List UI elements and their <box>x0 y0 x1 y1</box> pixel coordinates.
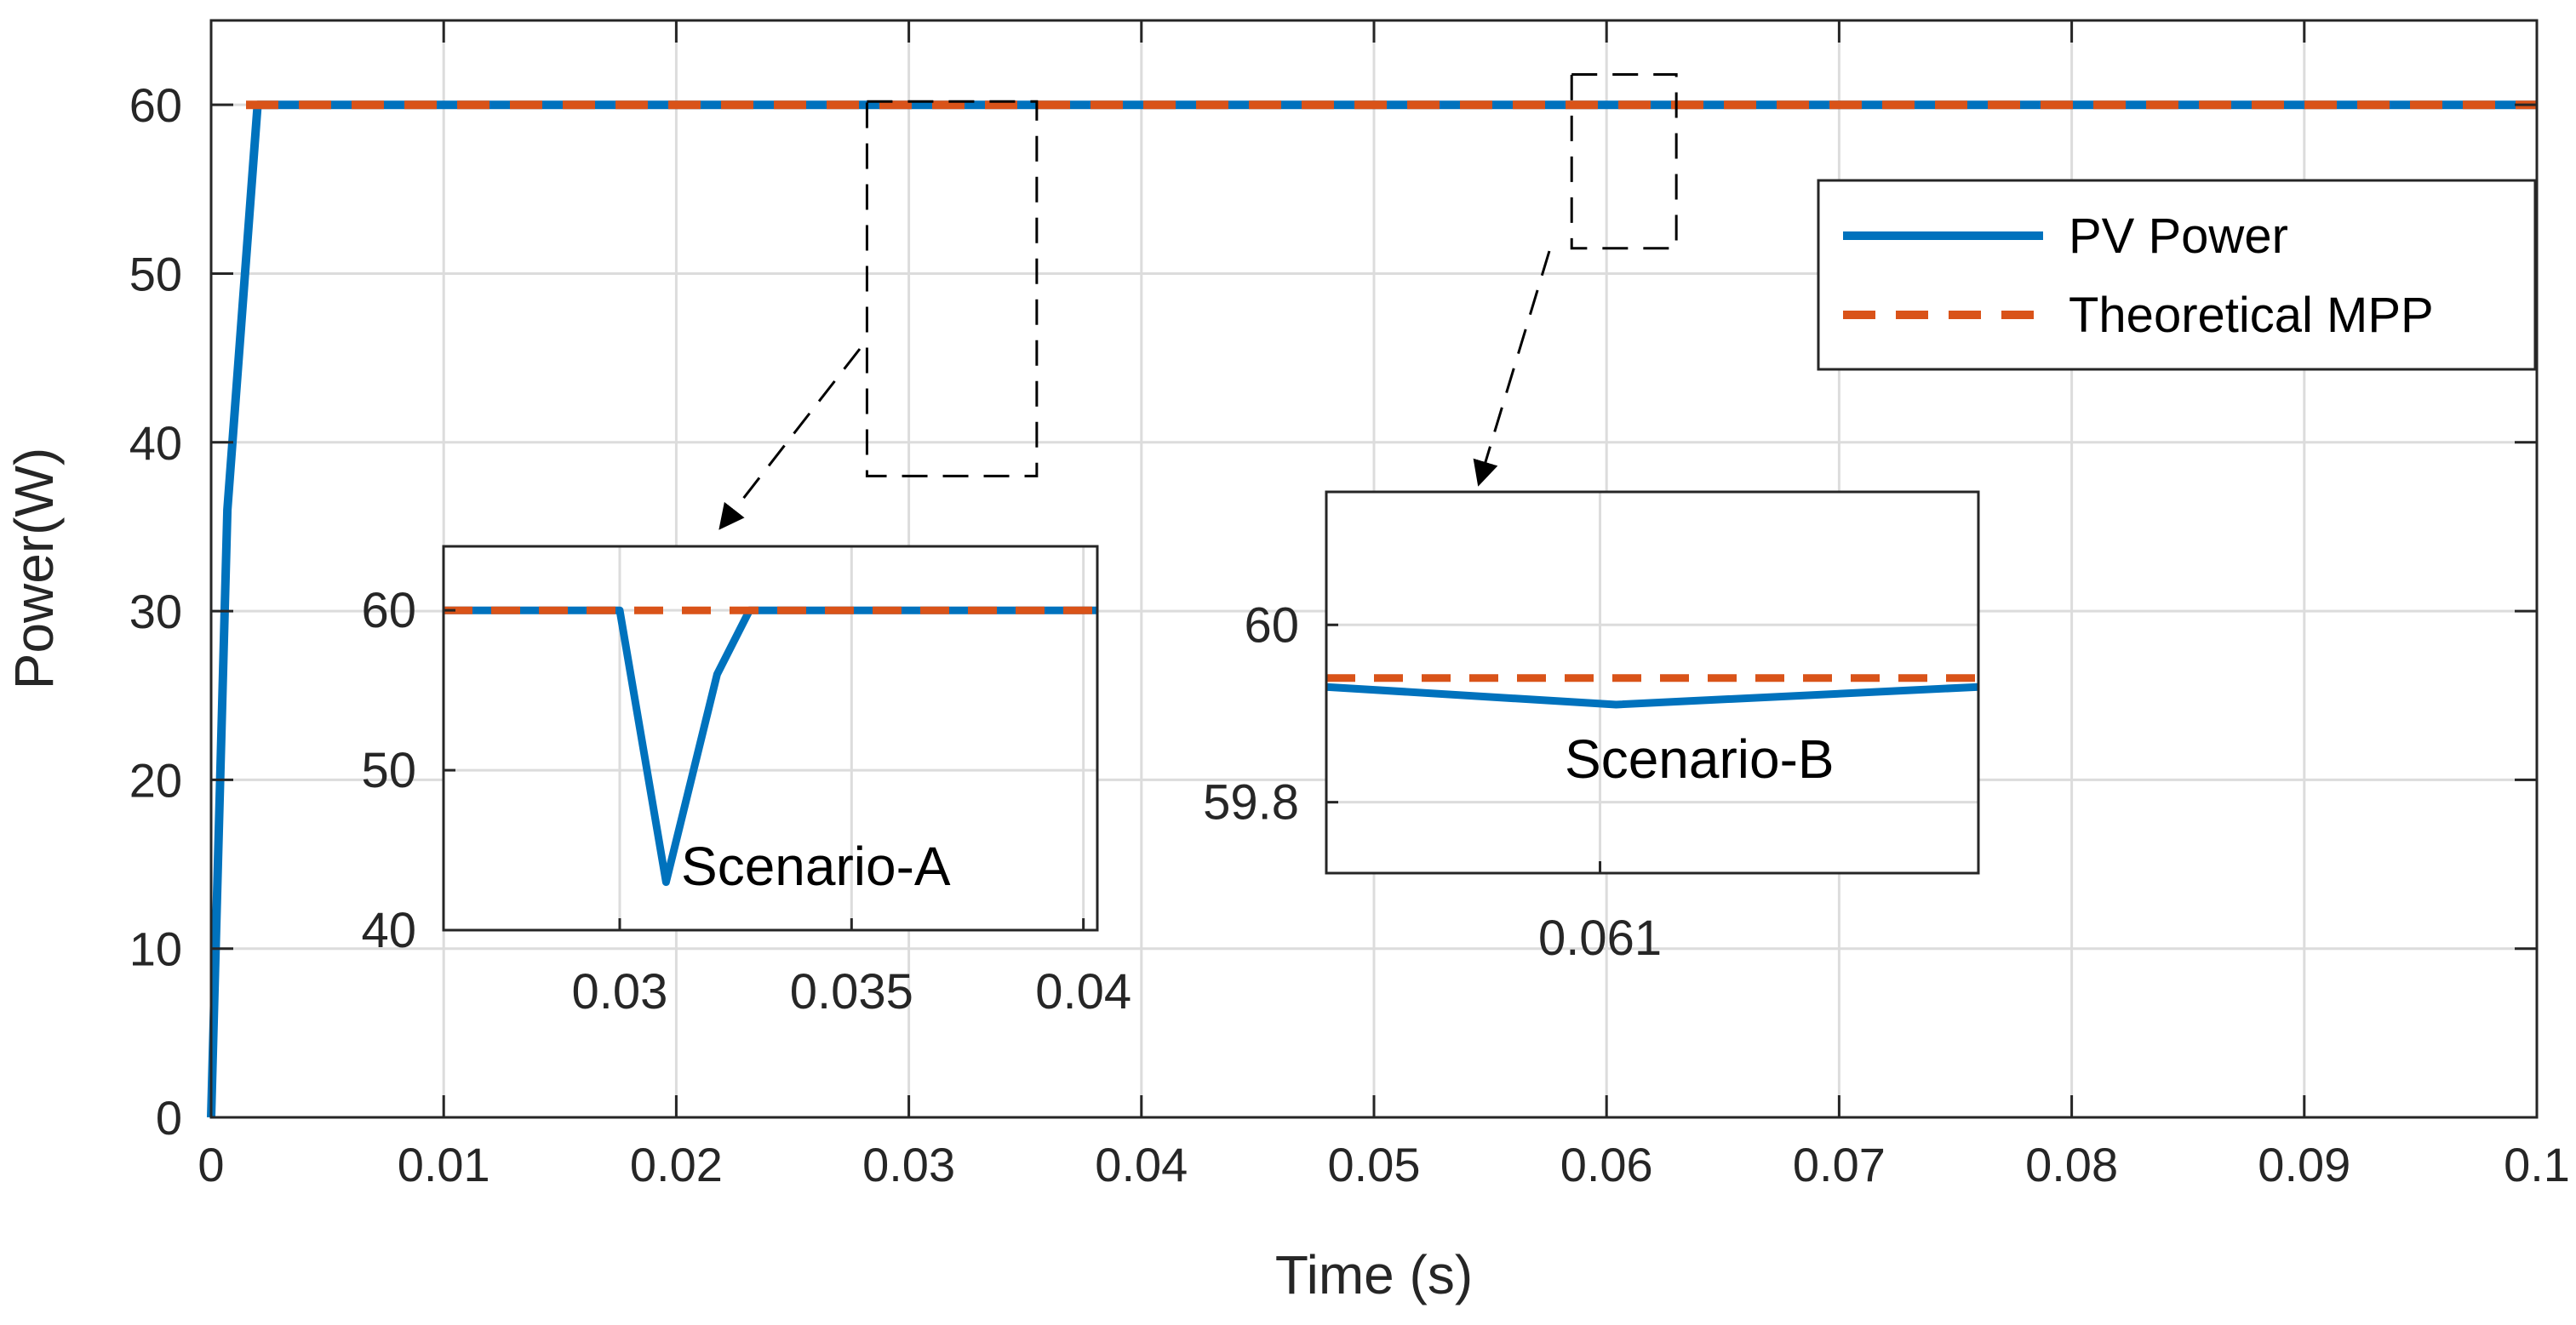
main-y-tick-label: 40 <box>129 416 182 470</box>
zoom-box-a <box>865 100 1039 477</box>
main-x-tick-label: 0.04 <box>1095 1138 1188 1191</box>
scenario-a-label: Scenario-A <box>681 836 951 897</box>
inset-scenario-a: 0.03 0.035 0.04 40 50 60 Scenario-A <box>361 545 1131 1019</box>
inset-a-y-tick-label: 60 <box>361 583 416 638</box>
inset-b-y-tick-label: 60 <box>1244 597 1299 653</box>
main-x-tick-label: 0.1 <box>2504 1138 2570 1191</box>
main-x-tick-label: 0.06 <box>1560 1138 1653 1191</box>
legend-label-pv-power: PV Power <box>2069 208 2288 264</box>
main-x-tick-label: 0.05 <box>1328 1138 1421 1191</box>
inset-b-grid <box>1326 492 1978 873</box>
inset-a-ticks: 0.03 0.035 0.04 40 50 60 <box>361 583 1131 1019</box>
y-axis-label: Power(W) <box>3 448 65 689</box>
legend-box <box>1817 179 2537 371</box>
main-x-tick-label: 0.01 <box>398 1138 490 1191</box>
zoom-arrow-a <box>718 348 862 530</box>
main-ticks: 0 0.01 0.02 0.03 0.04 0.05 0.06 0.07 0.08 0.09 0.1… <box>129 20 2570 1191</box>
main-y-tick-label: 10 <box>129 922 182 976</box>
inset-a-y-tick-label: 40 <box>361 903 416 958</box>
main-y-tick-label: 20 <box>129 753 182 807</box>
inset-a-y-tick-label: 50 <box>361 743 416 798</box>
main-y-tick-label: 30 <box>129 585 182 638</box>
scenario-b-label: Scenario-B <box>1565 728 1835 790</box>
x-axis-label: Time (s) <box>1275 1244 1473 1305</box>
main-x-tick-label: 0.08 <box>2025 1138 2118 1191</box>
inset-a-series <box>444 606 1097 887</box>
main-x-tick-label: 0.02 <box>630 1138 723 1191</box>
inset-scenario-b: 0.061 59.8 60 Scenario-B <box>1203 490 1980 966</box>
main-series <box>207 100 2537 1118</box>
inset-b-series <box>1325 674 1979 709</box>
legend: PV Power Theoretical MPP <box>1817 179 2537 371</box>
inset-a-x-tick-label: 0.03 <box>572 964 668 1019</box>
inset-b-ticks: 0.061 59.8 60 <box>1203 597 1662 966</box>
legend-label-theoretical-mpp: Theoretical MPP <box>2069 288 2434 343</box>
inset-a-frame <box>442 545 1099 932</box>
inset-b-x-tick-label: 0.061 <box>1538 911 1662 966</box>
inset-b-y-tick-label: 59.8 <box>1203 775 1299 831</box>
inset-b-frame <box>1325 490 1980 875</box>
main-x-tick-label: 0.07 <box>1793 1138 1886 1191</box>
main-x-tick-label: 0.09 <box>2258 1138 2350 1191</box>
main-y-tick-label: 50 <box>129 247 182 300</box>
inset-a-x-tick-label: 0.04 <box>1035 964 1131 1019</box>
zoom-annotations <box>718 72 1678 530</box>
main-x-tick-label: 0.03 <box>862 1138 955 1191</box>
zoom-arrow-b <box>1473 250 1551 487</box>
inset-b-background <box>1326 492 1978 873</box>
main-y-tick-label: 0 <box>156 1091 182 1145</box>
main-x-tick-label: 0 <box>197 1138 224 1191</box>
main-y-tick-label: 60 <box>129 78 182 132</box>
zoom-box-b <box>1570 72 1678 250</box>
inset-a-x-tick-label: 0.035 <box>790 964 913 1019</box>
inset-b-series-pv-power <box>1325 682 1979 709</box>
